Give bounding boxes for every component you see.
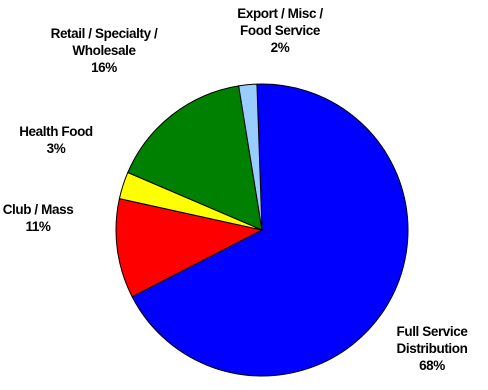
pie-slice-3	[127, 85, 263, 231]
slice-label-2: Health Food 3%	[19, 124, 93, 156]
slice-value-label: 16%	[91, 60, 117, 75]
slice-value-label: 68%	[419, 358, 445, 373]
slice-name-line: Food Service	[240, 23, 321, 38]
slice-label-0: Full Service Distribution 68%	[397, 324, 469, 373]
slice-label-3: Retail / Specialty / Wholesale 16%	[51, 26, 158, 75]
slice-name-line: Club / Mass	[3, 202, 74, 217]
slice-name-line: Retail / Specialty /	[51, 26, 158, 41]
slice-value-label: 2%	[271, 40, 290, 55]
slice-name-line: Health Food	[19, 124, 93, 139]
slice-value-label: 3%	[47, 141, 66, 156]
pie-slice-1	[115, 198, 264, 298]
slices-layer	[115, 83, 409, 377]
slice-label-1: Club / Mass 11%	[3, 202, 74, 234]
labels-layer: Full Service Distribution 68% Club / Mass 11…	[3, 6, 469, 373]
slice-label-4: Export / Misc / Food Service 2%	[237, 6, 323, 55]
pie-slice-0	[131, 83, 409, 377]
slice-name-line: Export / Misc /	[237, 6, 323, 21]
pie-slice-4	[238, 83, 263, 231]
slice-name-line: Wholesale	[72, 43, 136, 58]
slice-name-line: Full Service	[397, 324, 469, 339]
slice-value-label: 11%	[25, 219, 50, 234]
slice-name-line: Distribution	[397, 341, 468, 356]
